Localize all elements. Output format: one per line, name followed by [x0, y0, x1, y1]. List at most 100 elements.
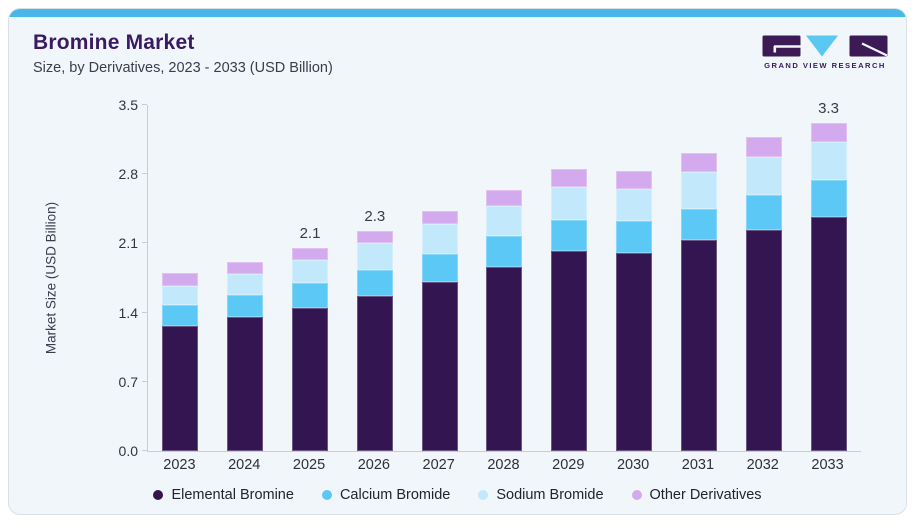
- bar-segment-2032-elemental-bromine: [745, 229, 782, 451]
- legend-item-elemental-bromine: Elemental Bromine: [153, 487, 294, 503]
- bar-segment-2030-elemental-bromine: [616, 253, 653, 451]
- legend-dot-sodium-bromide: [478, 490, 489, 500]
- bar-segment-2024-elemental-bromine: [227, 316, 264, 451]
- bar-column-2024: [213, 105, 278, 451]
- bar-value-label-2025: 2.1: [299, 225, 321, 243]
- y-axis-tick-mark: [142, 311, 147, 313]
- bar-segment-2031-elemental-bromine: [680, 240, 717, 451]
- bar-column-2029: [537, 105, 602, 451]
- bar-segment-2025-elemental-bromine: [292, 307, 329, 451]
- legend-item-sodium-bromide: Sodium Bromide: [478, 487, 604, 503]
- bar-segment-2031-other-derivatives: [680, 153, 717, 173]
- stacked-bar-2033: [810, 105, 847, 451]
- chart-card: Bromine Market Size, by Derivatives, 202…: [8, 8, 907, 515]
- brand-logo: GRAND VIEW RESEARCH: [762, 35, 888, 70]
- bar-segment-2032-calcium-bromide: [745, 194, 782, 230]
- y-axis-tick-mark: [142, 450, 147, 451]
- stacked-bar-2027: [421, 105, 458, 451]
- x-axis-label-2027: 2027: [422, 457, 455, 473]
- bar-segment-2032-sodium-bromide: [745, 157, 782, 195]
- page-subtitle: Size, by Derivatives, 2023 - 2033 (USD B…: [33, 60, 333, 76]
- gvr-logo-icon: [762, 35, 888, 57]
- x-axis-label-2031: 2031: [681, 457, 715, 473]
- legend-label-calcium-bromide: Calcium Bromide: [339, 487, 451, 503]
- y-axis-tick-label: 2.1: [118, 235, 138, 252]
- stacked-bar-2025: [292, 105, 329, 451]
- bar-column-2028: [472, 105, 537, 451]
- x-axis-label-2030: 2030: [616, 457, 650, 473]
- bar-column-2025: 2.1: [278, 105, 343, 451]
- bar-segment-2026-sodium-bromide: [356, 243, 393, 271]
- stacked-bar-2030: [616, 105, 653, 451]
- stacked-bar-2032: [745, 105, 782, 451]
- y-axis-tick-mark: [142, 104, 147, 105]
- x-axis-label-2026: 2026: [357, 457, 390, 473]
- bar-segment-2032-other-derivatives: [745, 136, 782, 158]
- x-axis-label-2029: 2029: [552, 457, 585, 473]
- bar-segment-2024-other-derivatives: [227, 262, 264, 275]
- stacked-bar-2028: [486, 105, 523, 451]
- bar-column-2032: [731, 105, 796, 451]
- bar-segment-2028-elemental-bromine: [486, 267, 523, 451]
- stacked-bar-2029: [551, 105, 588, 451]
- bar-segment-2033-sodium-bromide: [810, 141, 847, 181]
- x-axis-label-2028: 2028: [487, 457, 520, 473]
- bar-segment-2029-elemental-bromine: [551, 251, 588, 451]
- bar-segment-2029-sodium-bromide: [551, 187, 588, 220]
- legend-item-calcium-bromide: Calcium Bromide: [321, 487, 451, 503]
- bar-segment-2033-calcium-bromide: [810, 180, 847, 217]
- bar-segment-2025-calcium-bromide: [292, 282, 329, 308]
- bar-segment-2023-elemental-bromine: [162, 326, 199, 451]
- bar-column-2033: 3.3: [796, 100, 861, 451]
- chart-header: Bromine Market Size, by Derivatives, 202…: [33, 31, 333, 76]
- legend-dot-other-derivatives: [631, 490, 642, 500]
- legend-label-other-derivatives: Other Derivatives: [649, 487, 762, 503]
- stacked-bar-2023: [162, 105, 199, 451]
- bar-segment-2026-other-derivatives: [356, 230, 393, 244]
- stacked-bar-2031: [680, 105, 717, 451]
- bar-segment-2031-calcium-bromide: [680, 208, 717, 241]
- bar-segment-2026-elemental-bromine: [356, 295, 393, 451]
- y-axis-tick-label: 3.5: [118, 97, 138, 113]
- bar-segment-2033-elemental-bromine: [810, 216, 847, 451]
- y-axis-tick-label: 2.8: [118, 166, 138, 183]
- bar-segment-2025-other-derivatives: [292, 248, 329, 261]
- bar-segment-2030-sodium-bromide: [616, 189, 653, 221]
- legend-item-other-derivatives: Other Derivatives: [631, 487, 762, 503]
- y-axis-tick-label: 0.0: [118, 443, 138, 459]
- bar-segment-2029-calcium-bromide: [551, 219, 588, 252]
- plot-area: 0.0 0.7 1.4 2.1 2.8 3.5 2.1 2.3 3.3: [119, 97, 861, 459]
- y-axis-tick-label: 1.4: [118, 304, 138, 321]
- bar-segment-2029-other-derivatives: [551, 169, 588, 188]
- top-accent-bar: [9, 9, 906, 17]
- bar-segment-2027-calcium-bromide: [421, 254, 458, 282]
- y-axis-title: Market Size (USD Billion): [43, 201, 59, 355]
- bar-column-2030: [602, 105, 667, 451]
- bar-segment-2026-calcium-bromide: [356, 270, 393, 296]
- x-axis-label-2025: 2025: [292, 457, 326, 473]
- bar-segment-2028-other-derivatives: [486, 190, 523, 206]
- bar-column-2027: [407, 105, 472, 451]
- x-axis-label-2024: 2024: [228, 457, 261, 473]
- y-axis-tick-label: 0.7: [118, 373, 138, 390]
- bar-segment-2028-sodium-bromide: [486, 205, 523, 236]
- bar-segment-2030-other-derivatives: [616, 171, 653, 190]
- bar-segment-2031-sodium-bromide: [680, 172, 717, 209]
- legend-dot-elemental-bromine: [153, 490, 164, 500]
- x-axis-label-2033: 2033: [811, 457, 844, 473]
- bar-segment-2027-other-derivatives: [421, 210, 458, 224]
- page-title: Bromine Market: [33, 31, 195, 54]
- bar-column-2023: [148, 105, 213, 451]
- brand-name: GRAND VIEW RESEARCH: [764, 61, 886, 70]
- legend-label-elemental-bromine: Elemental Bromine: [171, 487, 294, 503]
- bar-segment-2023-sodium-bromide: [162, 285, 199, 305]
- x-axis-label-2032: 2032: [746, 457, 779, 473]
- y-axis-tick-mark: [142, 242, 147, 244]
- legend-dot-calcium-bromide: [321, 490, 332, 500]
- bar-segment-2023-calcium-bromide: [162, 304, 199, 327]
- y-axis-tick-mark: [142, 380, 147, 382]
- bar-column-2026: 2.3: [342, 105, 407, 451]
- legend-label-sodium-bromide: Sodium Bromide: [496, 487, 604, 503]
- bar-value-label-2033: 3.3: [818, 99, 839, 117]
- bar-column-2031: [667, 105, 732, 451]
